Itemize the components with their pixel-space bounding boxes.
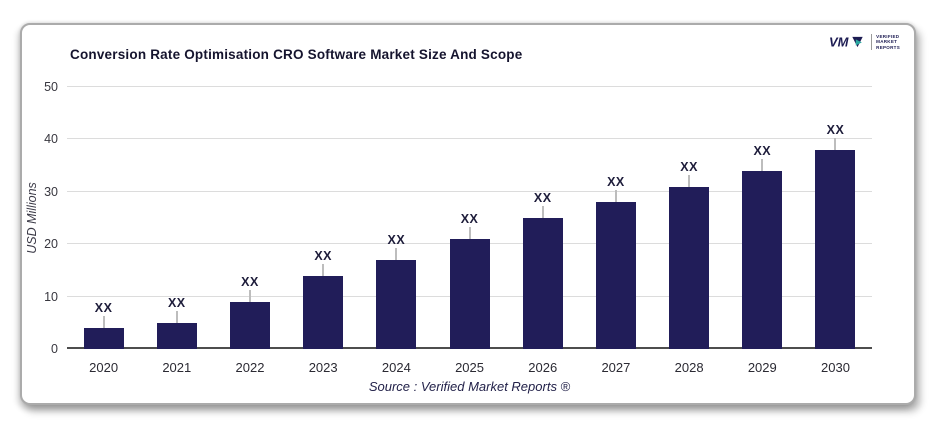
y-tick-label: 40 — [44, 132, 58, 147]
logo-text-line: VERIFIED — [876, 33, 900, 39]
bar-value-label: XX — [753, 143, 772, 158]
x-tick-label: 2028 — [674, 360, 704, 375]
bar-slot: XX 2020 — [67, 87, 140, 375]
logo-text-line: REPORTS — [876, 44, 900, 50]
logo-divider — [871, 34, 873, 50]
logo-text-line: MARKET — [876, 39, 898, 45]
bar — [669, 186, 710, 349]
bar-value-label: XX — [314, 248, 332, 263]
bar-whisker — [761, 158, 764, 171]
plot-area: USD Millions XX 2020 XX 2021 XX 2022 XX 2023 XX 2… — [25, 80, 872, 375]
x-tick-label: 2029 — [747, 360, 777, 375]
vmr-logo: VM VERIFIED MARKET REPORTS — [829, 33, 900, 51]
bar-value-label: XX — [607, 175, 625, 190]
gridline — [67, 86, 872, 87]
bar-whisker — [541, 206, 544, 218]
chart-title: Conversion Rate Optimisation CRO Softwar… — [70, 47, 523, 62]
bar-whisker — [834, 137, 837, 150]
bar-slot: XX 2030 — [799, 87, 872, 375]
x-tick-label: 2024 — [381, 360, 411, 375]
y-tick-label: 0 — [51, 342, 58, 356]
bar-whisker — [322, 263, 325, 276]
bar-slot: XX 2024 — [360, 87, 433, 375]
bar — [742, 170, 783, 349]
bar-value-label: XX — [167, 295, 186, 310]
bar-slot: XX 2023 — [287, 87, 360, 375]
bar-slot: XX 2029 — [726, 87, 799, 375]
bar-value-label: XX — [826, 122, 845, 137]
x-tick-label: 2021 — [162, 360, 192, 375]
bar-slot: XX 2027 — [579, 87, 652, 375]
x-tick-label: 2020 — [89, 360, 119, 375]
bar — [815, 149, 856, 349]
bar-slot: XX 2022 — [213, 87, 286, 375]
bar-whisker — [468, 226, 471, 239]
y-tick-label: 20 — [44, 237, 58, 252]
gridline — [67, 138, 872, 140]
x-tick-label: 2022 — [235, 360, 265, 375]
chart-card: Conversion Rate Optimisation CRO Softwar… — [20, 23, 916, 405]
bar-whisker — [395, 247, 398, 260]
bar-value-label: XX — [680, 159, 698, 174]
logo-text: VERIFIED MARKET REPORTS — [876, 34, 900, 51]
bar — [303, 275, 344, 349]
bar-whisker — [248, 289, 251, 302]
bar-value-label: XX — [533, 191, 552, 205]
y-tick-label: 50 — [44, 80, 58, 94]
bar — [83, 328, 124, 349]
bar — [595, 202, 636, 349]
source-caption: Source : Verified Market Reports ® — [368, 379, 571, 394]
y-tick-label: 30 — [44, 184, 58, 199]
x-tick-label: 2027 — [601, 360, 631, 375]
bar-value-label: XX — [387, 232, 406, 247]
bars-container: XX 2020 XX 2021 XX 2022 XX 2023 XX 2024 XX 2025 XX 20… — [67, 87, 872, 375]
bar — [229, 301, 270, 349]
bar-whisker — [688, 174, 691, 187]
x-tick-label: 2030 — [821, 360, 850, 375]
bar — [449, 238, 490, 349]
bar-slot: XX 2026 — [506, 87, 579, 375]
bar-whisker — [102, 316, 105, 329]
gridline — [67, 190, 872, 192]
bar-slot: XX 2025 — [433, 87, 506, 375]
y-axis-title: USD Millions — [25, 182, 40, 254]
bar — [376, 259, 417, 349]
bar — [156, 322, 197, 349]
bar-whisker — [175, 310, 178, 323]
x-tick-label: 2025 — [455, 360, 484, 375]
bar-value-label: XX — [94, 301, 113, 316]
bar-whisker — [614, 190, 617, 203]
vmr-logo-mark: VM — [829, 34, 863, 49]
y-tick-label: 10 — [44, 289, 58, 304]
bar-value-label: XX — [241, 274, 259, 289]
x-tick-label: 2023 — [308, 360, 338, 375]
svg-text:VM: VM — [829, 34, 849, 49]
bar-slot: XX 2021 — [140, 87, 213, 375]
bar-value-label: XX — [460, 211, 479, 226]
x-tick-label: 2026 — [528, 360, 558, 375]
bar — [522, 218, 563, 349]
bar-slot: XX 2028 — [653, 87, 726, 375]
